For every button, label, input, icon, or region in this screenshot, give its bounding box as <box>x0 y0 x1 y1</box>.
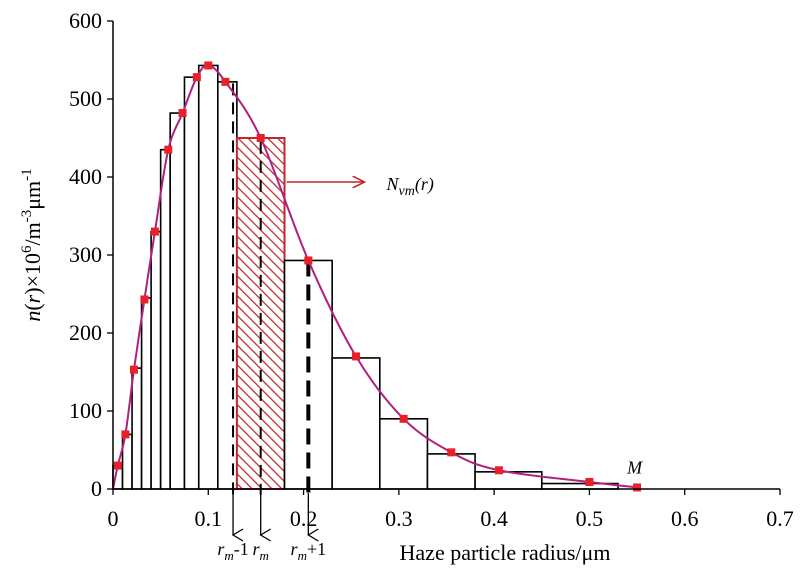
r-label-2: rm+1 <box>291 539 327 563</box>
annotations: rm-1 rm rm+1 Nvm(r) M <box>217 174 643 563</box>
y-tick-label-6: 600 <box>69 8 102 33</box>
curve-marker-13 <box>351 352 360 361</box>
y-axis-title-after2: μm <box>20 181 45 210</box>
curve-marker-5 <box>150 227 159 236</box>
curve-marker-18 <box>633 483 642 492</box>
curve-marker-12 <box>304 256 313 265</box>
curve-marker-17 <box>585 477 594 486</box>
histogram-bar-4 <box>150 230 162 490</box>
x-axis-title: Haze particle radius/μm <box>400 540 611 565</box>
y-axis-title-prefix: n <box>20 311 45 322</box>
y-tick-label-1: 100 <box>69 398 102 423</box>
y-axis-title-sup3: -1 <box>19 168 35 181</box>
curve-marker-15 <box>447 448 456 457</box>
histogram-bar-3 <box>140 297 152 490</box>
curve-marker-14 <box>399 414 408 423</box>
y-axis-title: n(r)×106/m-3μm-1 <box>19 168 45 321</box>
curve-marker-16 <box>494 466 503 475</box>
y-tick-label-2: 200 <box>69 320 102 345</box>
histogram-bar-7 <box>183 76 200 490</box>
histogram-bar-2 <box>131 367 143 490</box>
y-axis-title-sup1: 6 <box>19 245 35 253</box>
histogram-bar-13 <box>378 417 429 490</box>
curve-marker-3 <box>129 365 138 374</box>
x-tick-label-1: 0.1 <box>195 506 223 531</box>
curve-marker-9 <box>204 61 213 70</box>
curve-marker-1 <box>113 461 122 470</box>
y-axis-title-var: r <box>20 294 45 303</box>
histogram-bar-12 <box>331 357 381 490</box>
axes: 0 0.1 0.2 0.3 0.4 0.5 0.6 0.7 0 100 200 300 400 500 60… <box>69 8 794 531</box>
highlight-callout-label: Nvm(r) <box>386 174 434 199</box>
r-label-1: rm <box>252 539 268 563</box>
y-axis-title-after1: /m <box>20 222 45 245</box>
y-axis-title-paren-open: ( <box>20 303 45 310</box>
x-tick-label-4: 0.4 <box>480 506 508 531</box>
x-tick-label-3: 0.3 <box>385 506 413 531</box>
curve-marker-6 <box>164 145 173 154</box>
y-tick-label-0: 0 <box>91 476 102 501</box>
end-label-m: M <box>626 457 643 477</box>
curve-marker-10 <box>221 77 230 86</box>
histogram-bar-14 <box>426 453 476 490</box>
histogram-bar-8 <box>197 64 219 490</box>
y-tick-label-3: 300 <box>69 242 102 267</box>
histogram-bar-6 <box>169 112 186 490</box>
distribution-curve <box>112 61 642 492</box>
y-tick-label-5: 500 <box>69 86 102 111</box>
curve-marker-8 <box>192 73 201 82</box>
y-axis-title-mid: ×10 <box>20 253 45 287</box>
y-axis-title-sup2: -3 <box>19 210 35 223</box>
y-axis-title-paren-close: ) <box>20 287 45 294</box>
x-tick-label-6: 0.6 <box>671 506 699 531</box>
r-label-0: rm-1 <box>217 539 248 563</box>
dashed-guide-lines <box>232 83 311 495</box>
x-tick-label-2: 0.2 <box>290 506 318 531</box>
x-tick-label-5: 0.5 <box>576 506 604 531</box>
histogram-bars <box>112 64 619 490</box>
y-tick-label-4: 400 <box>69 164 102 189</box>
curve-marker-4 <box>140 295 149 304</box>
x-tick-label-7: 0.7 <box>766 506 794 531</box>
curve-marker-11 <box>256 134 265 142</box>
x-tick-label-0: 0 <box>108 506 119 531</box>
curve-marker-7 <box>178 109 187 118</box>
curve-marker-2 <box>121 430 130 439</box>
histogram-bar-5 <box>159 148 171 490</box>
